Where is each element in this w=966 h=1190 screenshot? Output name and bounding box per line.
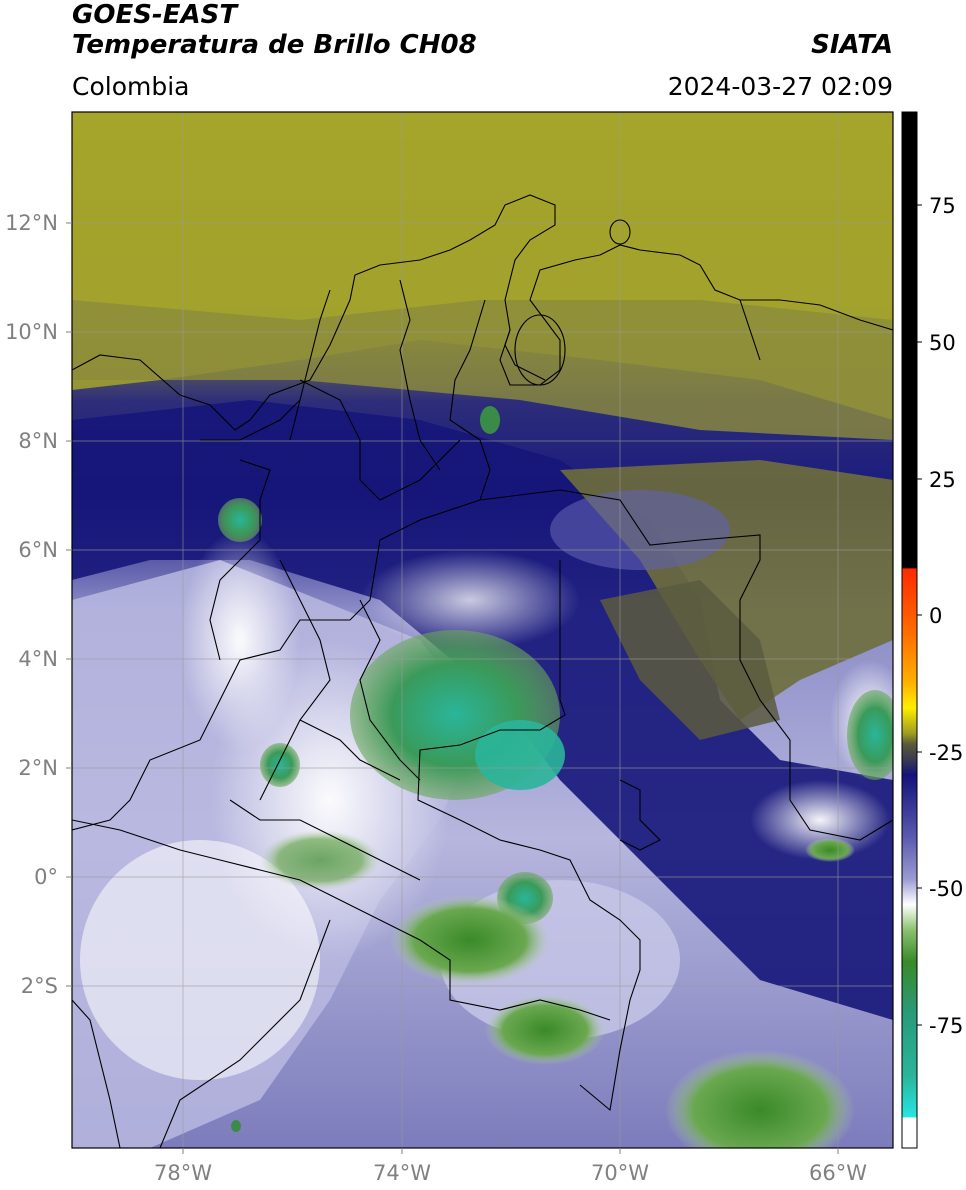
datetime-label: 2024-03-27 02:09 bbox=[667, 72, 893, 101]
colorbar-label: -75 bbox=[929, 1014, 963, 1038]
lat-tick-label: 0° bbox=[34, 865, 58, 889]
colorbar-label: 25 bbox=[929, 468, 956, 492]
axis-ticks bbox=[66, 222, 839, 1154]
satellite-title: GOES-EAST bbox=[72, 0, 238, 30]
colorbar-label: 50 bbox=[929, 331, 956, 355]
region-label: Colombia bbox=[72, 72, 190, 101]
map-frame bbox=[71, 111, 894, 1149]
colorbar-label: -25 bbox=[929, 741, 963, 765]
lon-tick-label: 78°W bbox=[154, 1161, 212, 1185]
lat-tick-label: 2°S bbox=[21, 974, 58, 998]
country-borders bbox=[72, 194, 893, 1148]
lon-tick-label: 66°W bbox=[809, 1161, 867, 1185]
lat-tick-label: 8°N bbox=[18, 429, 58, 453]
graticule bbox=[72, 112, 893, 1148]
colorbar-ticks bbox=[917, 204, 922, 1026]
org-label: SIATA bbox=[811, 30, 893, 60]
colorbar-label: -50 bbox=[929, 877, 963, 901]
lat-tick-label: 2°N bbox=[18, 756, 58, 780]
lat-tick-label: 4°N bbox=[18, 647, 58, 671]
colorbar-label: 0 bbox=[929, 604, 942, 628]
lat-tick-label: 10°N bbox=[5, 320, 58, 344]
product-title: Temperatura de Brillo CH08 bbox=[72, 30, 477, 60]
lon-tick-label: 74°W bbox=[373, 1161, 431, 1185]
colorbar-label: 75 bbox=[929, 194, 956, 218]
colorbar: 75 50 25 0 -25 -50 -75 bbox=[901, 111, 963, 1149]
brightness-temperature-field bbox=[72, 112, 893, 1148]
lon-tick-label: 70°W bbox=[591, 1161, 649, 1185]
colorbar-frame bbox=[901, 111, 918, 1149]
lat-tick-label: 12°N bbox=[5, 211, 58, 235]
lat-tick-label: 6°N bbox=[18, 538, 58, 562]
colorbar-gradient bbox=[902, 112, 917, 1148]
